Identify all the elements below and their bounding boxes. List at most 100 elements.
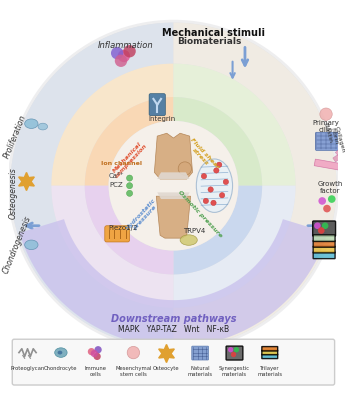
Circle shape <box>217 162 222 167</box>
FancyBboxPatch shape <box>149 94 165 116</box>
Polygon shape <box>10 23 174 349</box>
Polygon shape <box>157 172 190 179</box>
Text: Proliferation: Proliferation <box>2 113 28 159</box>
Circle shape <box>328 195 336 203</box>
Ellipse shape <box>180 235 197 245</box>
Polygon shape <box>333 143 345 162</box>
FancyBboxPatch shape <box>262 350 278 355</box>
Polygon shape <box>154 133 193 179</box>
Circle shape <box>318 197 326 205</box>
FancyBboxPatch shape <box>192 346 208 360</box>
Text: Ion channel: Ion channel <box>101 161 142 166</box>
FancyBboxPatch shape <box>226 346 243 360</box>
Text: Mechanical stimuli: Mechanical stimuli <box>162 28 265 38</box>
Text: Inflammation: Inflammation <box>98 41 154 50</box>
Polygon shape <box>157 192 190 199</box>
Text: Integrin: Integrin <box>148 116 176 122</box>
Polygon shape <box>156 196 190 238</box>
Text: PCZ: PCZ <box>109 182 123 188</box>
Circle shape <box>208 187 213 192</box>
FancyBboxPatch shape <box>105 226 130 242</box>
Text: Mechanical
compression: Mechanical compression <box>110 139 149 179</box>
Polygon shape <box>51 64 174 186</box>
Ellipse shape <box>38 123 48 130</box>
Circle shape <box>231 352 236 357</box>
FancyBboxPatch shape <box>313 240 335 247</box>
Text: Hydrostatic
pressure: Hydrostatic pressure <box>125 198 161 235</box>
Polygon shape <box>51 186 174 308</box>
Polygon shape <box>85 186 174 274</box>
Circle shape <box>93 353 101 360</box>
Circle shape <box>127 190 132 196</box>
Circle shape <box>314 222 321 229</box>
Circle shape <box>322 222 328 229</box>
Circle shape <box>127 175 132 181</box>
Circle shape <box>211 200 216 206</box>
Circle shape <box>234 347 239 352</box>
Text: Downstream pathways: Downstream pathways <box>111 314 236 324</box>
Circle shape <box>318 227 325 234</box>
Text: Ca²⁺: Ca²⁺ <box>108 173 124 179</box>
Circle shape <box>228 347 233 352</box>
FancyBboxPatch shape <box>316 132 338 150</box>
FancyBboxPatch shape <box>262 354 278 358</box>
Circle shape <box>95 346 102 353</box>
Circle shape <box>201 174 207 179</box>
FancyBboxPatch shape <box>313 221 336 236</box>
Polygon shape <box>174 23 336 349</box>
Ellipse shape <box>55 348 67 357</box>
Text: TRPV4: TRPV4 <box>183 228 206 234</box>
Circle shape <box>320 108 332 120</box>
Text: Mesenchymal
stem cells: Mesenchymal stem cells <box>115 366 152 377</box>
Text: Natural
materials: Natural materials <box>188 366 213 377</box>
Circle shape <box>88 348 95 355</box>
Circle shape <box>115 54 127 67</box>
Text: Immune
cells: Immune cells <box>84 366 106 377</box>
Text: Osteocyte: Osteocyte <box>152 366 179 371</box>
Text: Fibrin: Fibrin <box>329 127 338 145</box>
Circle shape <box>8 20 339 352</box>
Polygon shape <box>174 186 296 308</box>
Circle shape <box>10 23 336 349</box>
Text: Trilayer
materials: Trilayer materials <box>257 366 282 377</box>
Circle shape <box>223 179 228 184</box>
Circle shape <box>323 205 331 212</box>
Text: Chondrogenesis: Chondrogenesis <box>1 214 33 275</box>
Text: Collagen: Collagen <box>333 126 345 154</box>
Polygon shape <box>85 97 174 186</box>
Circle shape <box>91 350 98 357</box>
Text: Primary
cilia: Primary cilia <box>313 120 339 133</box>
Circle shape <box>118 50 130 62</box>
Polygon shape <box>19 219 327 347</box>
Polygon shape <box>314 159 342 170</box>
Circle shape <box>178 162 191 175</box>
Circle shape <box>109 121 238 250</box>
Text: Fluid shear
stress: Fluid shear stress <box>185 137 219 173</box>
FancyBboxPatch shape <box>313 252 335 259</box>
Text: Osteogenesis: Osteogenesis <box>9 168 18 219</box>
FancyBboxPatch shape <box>262 346 278 351</box>
FancyBboxPatch shape <box>313 235 335 242</box>
Text: MAPK   YAP-TAZ   Wnt   NF-κB: MAPK YAP-TAZ Wnt NF-κB <box>118 325 229 334</box>
Circle shape <box>127 183 132 189</box>
Polygon shape <box>174 64 296 186</box>
Circle shape <box>124 45 136 58</box>
Polygon shape <box>335 135 345 156</box>
Text: Proteoglycan: Proteoglycan <box>10 366 45 371</box>
Text: Biomaterials: Biomaterials <box>177 37 242 46</box>
Text: Growth
factor: Growth factor <box>317 181 343 194</box>
Text: Chondrocyte: Chondrocyte <box>44 366 78 371</box>
Circle shape <box>127 346 140 359</box>
Circle shape <box>203 198 208 204</box>
Ellipse shape <box>58 351 62 354</box>
Ellipse shape <box>25 119 38 128</box>
Ellipse shape <box>196 159 233 212</box>
Text: Piezo1/2: Piezo1/2 <box>108 224 138 230</box>
Text: Elastin: Elastin <box>323 122 333 144</box>
Circle shape <box>219 192 225 198</box>
Circle shape <box>214 168 219 173</box>
Text: Osmotic pressure: Osmotic pressure <box>177 190 223 239</box>
Text: Synergestic
materials: Synergestic materials <box>219 366 250 377</box>
Polygon shape <box>174 97 262 186</box>
Circle shape <box>111 47 124 59</box>
